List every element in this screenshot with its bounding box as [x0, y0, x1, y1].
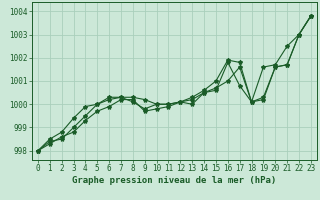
X-axis label: Graphe pression niveau de la mer (hPa): Graphe pression niveau de la mer (hPa)	[72, 176, 276, 185]
